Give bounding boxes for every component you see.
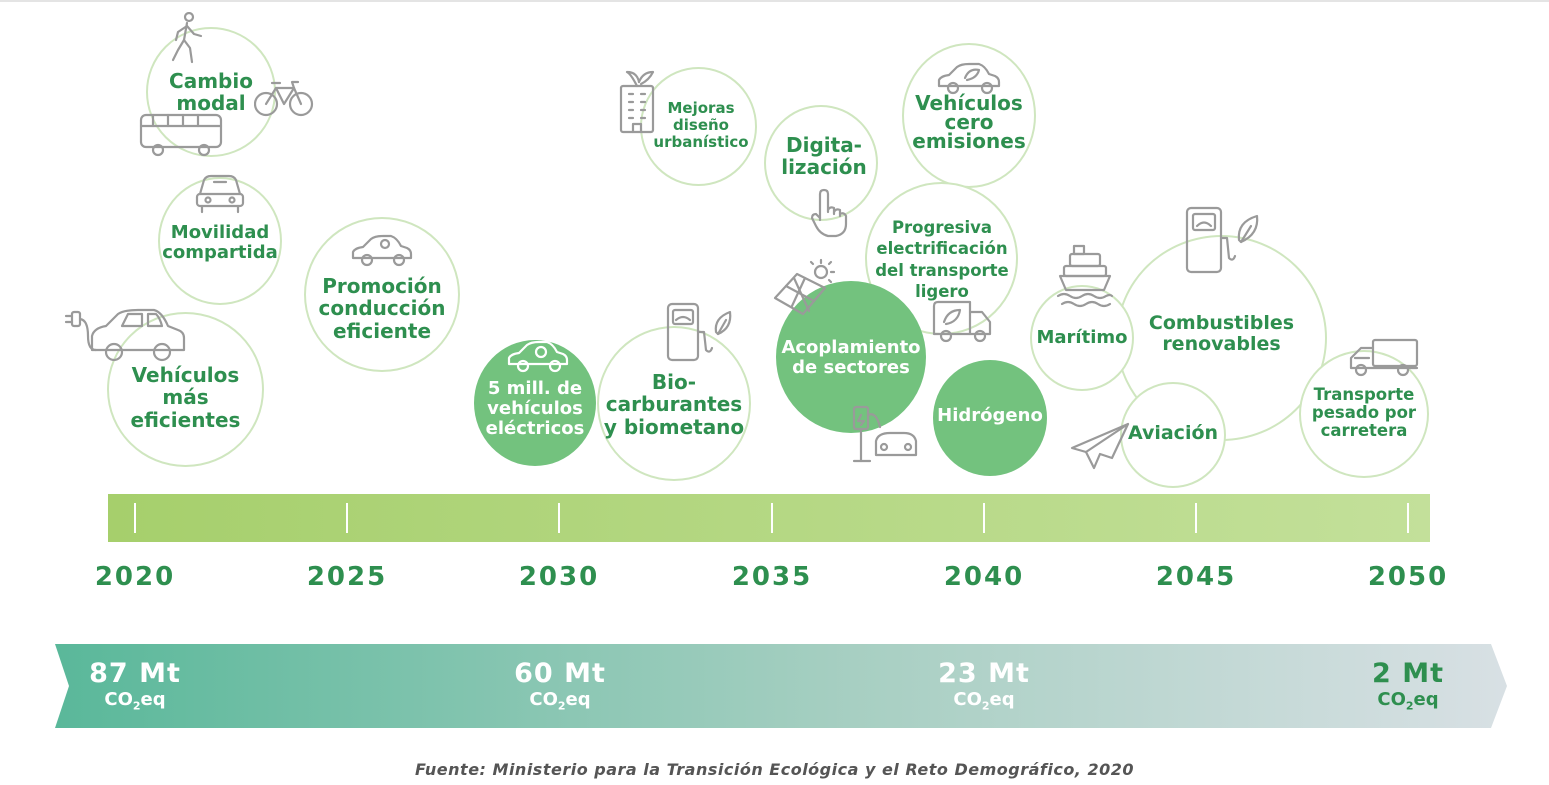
label-movilidad-compartida: Movilidad compartida: [162, 222, 278, 264]
timeline-tick: [983, 503, 985, 533]
bus-icon: [138, 112, 226, 158]
emission-unit: CO2eq: [529, 689, 591, 713]
eco-van-icon: [930, 300, 994, 344]
building-icon: [617, 70, 659, 134]
timeline-tick: [134, 503, 136, 533]
truck-icon: [1347, 338, 1421, 378]
label-vehiculos-eficientes: Vehículos más eficientes: [130, 363, 241, 432]
timeline-tick: [1407, 503, 1409, 533]
top-border: [0, 0, 1549, 2]
year-label: 2040: [943, 562, 1025, 592]
label-transporte-pesado: Transporte pesado por carretera: [1311, 385, 1417, 441]
emission-2030: 60 Mt CO2eq: [485, 658, 635, 713]
bicycle-icon: [254, 80, 314, 118]
source-caption: Fuente: Ministerio para la Transición Ec…: [415, 760, 1134, 779]
emissions-arrow: [55, 644, 1507, 728]
label-digitalizacion: Digita- lización: [781, 133, 867, 180]
label-maritimo: Marítimo: [1036, 327, 1128, 348]
emission-value: 60 Mt: [514, 658, 606, 689]
label-vehiculos-cero: Vehículos cero emisiones: [912, 91, 1026, 154]
timeline-tick: [558, 503, 560, 533]
emission-unit: CO2eq: [1377, 689, 1439, 713]
emission-2020: 87 Mt CO2eq: [60, 658, 210, 713]
bubble-movilidad-compartida: [158, 177, 282, 305]
year-label: 2020: [94, 562, 176, 592]
emission-value: 23 Mt: [938, 658, 1030, 689]
charging-station-icon: [850, 405, 920, 465]
bubble-digitalizacion: [764, 105, 878, 221]
electric-car-plug-icon: [62, 306, 188, 364]
year-label: 2025: [306, 562, 388, 592]
bubble-promocion-conduccion: [304, 217, 460, 372]
bubble-biocarburantes: [597, 326, 751, 481]
bubble-acoplamiento: [776, 281, 926, 433]
airplane-icon: [1068, 420, 1132, 472]
label-biocarburantes: Bio- carburantes y biometano: [603, 370, 745, 439]
emission-value: 2 Mt: [1372, 658, 1444, 689]
eco-car-icon: [935, 62, 1003, 96]
year-label: 2050: [1367, 562, 1449, 592]
timeline-tick: [771, 503, 773, 533]
timeline-tick: [1195, 503, 1197, 533]
emission-unit: CO2eq: [104, 689, 166, 713]
bubble-cambio-modal: [146, 27, 276, 157]
bubble-cinco-millones: [474, 340, 596, 466]
shared-car-icon: [194, 172, 246, 214]
bubble-maritimo: [1030, 285, 1134, 391]
bubble-aviacion: [1120, 382, 1226, 488]
label-mejoras-diseno: Mejoras diseño urbanístico: [653, 99, 749, 151]
year-label: 2030: [518, 562, 600, 592]
bubble-mejoras-diseno: [640, 67, 757, 186]
label-cambio-modal: Cambio modal: [169, 69, 253, 116]
label-hidrogeno: Hidrógeno: [937, 405, 1043, 426]
year-label: 2045: [1155, 562, 1237, 592]
bubble-vehiculos-cero: [902, 43, 1036, 188]
emission-2040: 23 Mt CO2eq: [909, 658, 1059, 713]
label-combustibles: Combustibles renovables: [1148, 312, 1295, 356]
fuel-pump-leaf-icon: [664, 302, 736, 364]
emission-value: 87 Mt: [89, 658, 181, 689]
timeline-bar: [108, 494, 1430, 542]
label-cinco-millones: 5 mill. de vehículos eléctricos: [485, 378, 585, 440]
solar-panel-icon: [773, 258, 835, 316]
ship-icon: [1056, 244, 1114, 310]
label-progresiva: Progresiva electrificación del transport…: [875, 218, 1009, 302]
walking-person-icon: [170, 12, 206, 64]
fuel-pump-leaf-icon: [1183, 206, 1263, 276]
year-label: 2035: [731, 562, 813, 592]
bubble-hidrogeno: [933, 360, 1047, 476]
label-promocion-conduccion: Promoción conducción eficiente: [318, 274, 446, 343]
timeline-tick: [346, 503, 348, 533]
label-aviacion: Aviación: [1127, 422, 1219, 444]
car-icon: [349, 234, 413, 268]
emission-2050: 2 Mt CO2eq: [1333, 658, 1483, 713]
bubble-vehiculos-eficientes: [107, 312, 264, 467]
emission-unit: CO2eq: [953, 689, 1015, 713]
electric-car-icon: [505, 340, 569, 374]
touch-hand-icon: [806, 188, 850, 238]
label-acoplamiento: Acoplamiento de sectores: [781, 337, 921, 379]
